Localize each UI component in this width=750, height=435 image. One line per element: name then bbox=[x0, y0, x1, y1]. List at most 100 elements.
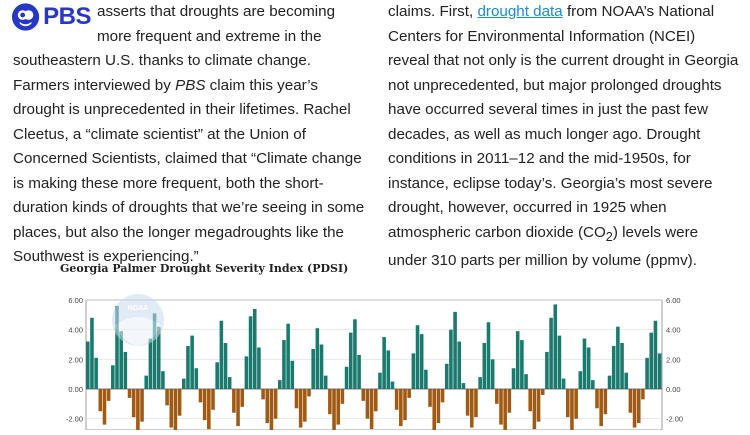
y-tick-label-left: -2.00 bbox=[66, 415, 83, 424]
pdsi-bar bbox=[636, 389, 641, 424]
pdsi-bar bbox=[507, 389, 512, 413]
pdsi-bar bbox=[528, 389, 532, 412]
pdsi-bar bbox=[432, 389, 436, 431]
pdsi-bar bbox=[586, 347, 591, 389]
pdsi-bar bbox=[457, 341, 462, 389]
pdsi-bar bbox=[515, 331, 520, 389]
pdsi-bar bbox=[323, 375, 328, 389]
pdsi-bar bbox=[482, 343, 487, 389]
pdsi-bar bbox=[111, 365, 115, 389]
pbs-logo-text: PBS bbox=[43, 2, 91, 30]
pdsi-bar bbox=[620, 343, 624, 389]
pdsi-bar bbox=[278, 380, 282, 389]
left-text-2: claim this year’s drought is unprecedent… bbox=[13, 76, 365, 266]
drought-data-link[interactable]: drought data bbox=[477, 3, 563, 20]
pdsi-bar bbox=[503, 389, 507, 433]
y-tick-label-right: 4.00 bbox=[666, 326, 681, 335]
pdsi-bar bbox=[591, 380, 595, 389]
pdsi-bar bbox=[106, 389, 111, 401]
pdsi-bar bbox=[399, 389, 403, 427]
pdsi-bar bbox=[315, 328, 320, 389]
pdsi-bar bbox=[265, 389, 270, 424]
pdsi-bar bbox=[461, 383, 466, 389]
pdsi-bar bbox=[131, 389, 136, 418]
right-text-3: ) levels were under 310 parts per millio… bbox=[388, 223, 699, 270]
right-paragraph: claims. First, drought data from NOAA’s … bbox=[388, 0, 740, 274]
pdsi-bar bbox=[532, 389, 537, 430]
pdsi-bar bbox=[419, 334, 424, 389]
pdsi-bar bbox=[453, 311, 457, 389]
pdsi-bar bbox=[152, 313, 157, 389]
pdsi-bar bbox=[207, 389, 211, 430]
pdsi-bar bbox=[219, 320, 224, 389]
pbs-head-icon bbox=[11, 3, 40, 31]
y-tick-label-right: 2.00 bbox=[666, 355, 681, 364]
pdsi-bar bbox=[495, 389, 499, 404]
pdsi-bar bbox=[119, 331, 123, 389]
pdsi-bar bbox=[261, 389, 265, 400]
pdsi-bar bbox=[311, 348, 315, 389]
pdsi-bar bbox=[348, 332, 353, 389]
pdsi-chart: Georgia Palmer Drought Severity Index (P… bbox=[0, 258, 750, 433]
pdsi-bar bbox=[294, 389, 299, 409]
pdsi-bar bbox=[378, 372, 382, 389]
pdsi-bar bbox=[202, 389, 207, 421]
pdsi-bar bbox=[490, 359, 495, 389]
pdsi-bar bbox=[595, 389, 599, 409]
pdsi-bar bbox=[499, 389, 503, 425]
pdsi-bar bbox=[148, 338, 153, 389]
pdsi-bar bbox=[115, 305, 119, 389]
pdsi-bar bbox=[340, 389, 345, 404]
pdsi-bar bbox=[440, 389, 445, 403]
pdsi-bar bbox=[536, 389, 541, 422]
pdsi-bar bbox=[582, 338, 587, 389]
co2-subscript: 2 bbox=[605, 229, 613, 244]
pdsi-bar bbox=[232, 389, 236, 413]
pdsi-bar bbox=[390, 381, 395, 389]
pdsi-bar bbox=[215, 362, 219, 389]
pdsi-bar bbox=[136, 389, 140, 431]
chart-title: Georgia Palmer Drought Severity Index (P… bbox=[60, 262, 349, 275]
pdsi-bar bbox=[156, 326, 161, 389]
pdsi-bar bbox=[657, 353, 662, 389]
pdsi-bar bbox=[624, 372, 628, 389]
pdsi-bar bbox=[570, 389, 574, 431]
pdsi-bar bbox=[236, 389, 240, 427]
pdsi-bar bbox=[198, 389, 203, 403]
pdsi-bar bbox=[641, 389, 645, 400]
pdsi-bar bbox=[90, 317, 94, 389]
pdsi-bar bbox=[186, 345, 190, 389]
pdsi-bar bbox=[240, 389, 244, 407]
pdsi-bar bbox=[140, 389, 144, 422]
y-tick-label-left: 0.00 bbox=[68, 385, 83, 394]
pdsi-bar bbox=[177, 389, 182, 416]
pdsi-bar bbox=[478, 377, 482, 389]
pdsi-bar bbox=[449, 329, 453, 389]
pdsi-bar bbox=[182, 378, 186, 389]
pdsi-bar bbox=[173, 389, 178, 433]
pdsi-bar bbox=[394, 389, 399, 410]
noaa-watermark-text: NOAA bbox=[128, 305, 149, 312]
pbs-logo[interactable]: PBS bbox=[11, 0, 91, 34]
pdsi-bar bbox=[553, 304, 558, 389]
pdsi-bar bbox=[244, 356, 249, 389]
pdsi-bar bbox=[474, 389, 478, 418]
pdsi-bar bbox=[632, 389, 637, 428]
pbs-emphasis: PBS bbox=[175, 76, 206, 94]
pdsi-bar bbox=[357, 354, 361, 389]
pdsi-bar bbox=[353, 319, 357, 389]
pdsi-bar bbox=[545, 351, 549, 389]
pdsi-bar bbox=[415, 325, 420, 389]
left-text-1: asserts that droughts are becoming more … bbox=[13, 3, 336, 94]
pdsi-bar bbox=[628, 389, 633, 413]
pdsi-bar bbox=[252, 308, 257, 389]
pdsi-bar bbox=[403, 389, 407, 421]
pdsi-bar bbox=[520, 340, 524, 389]
pdsi-bar bbox=[540, 389, 545, 395]
left-column: PBS asserts that droughts are becoming m… bbox=[11, 0, 365, 270]
pdsi-bar bbox=[344, 366, 349, 389]
y-tick-label-right: 6.00 bbox=[666, 296, 681, 305]
pdsi-bar bbox=[374, 389, 378, 412]
pdsi-bar bbox=[369, 389, 374, 430]
pdsi-bar bbox=[424, 369, 428, 389]
